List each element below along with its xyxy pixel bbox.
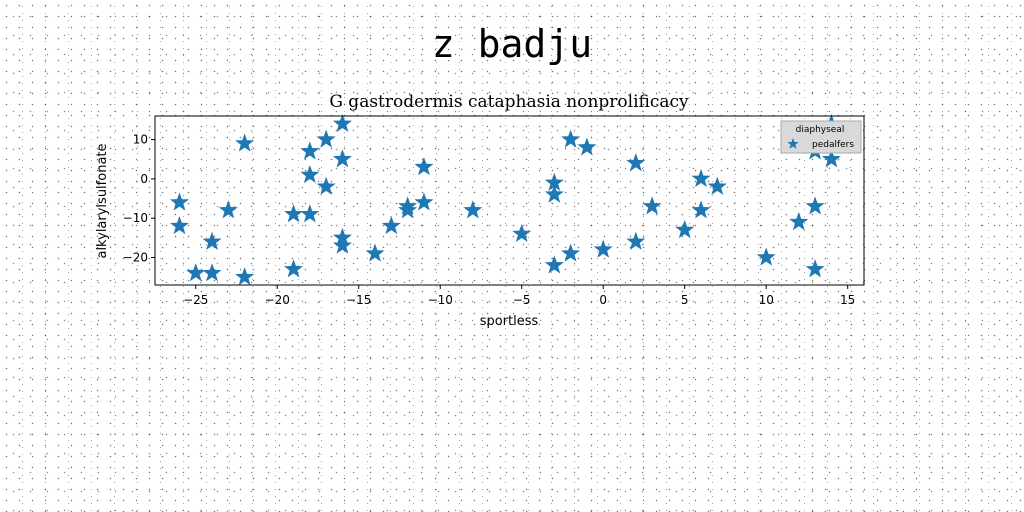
data-point-star [169,192,189,211]
data-point-star [300,164,320,184]
legend-entry-label: pedalfers [812,140,854,150]
axis-ticks: −25 −20 −15 −10 −5 0 5 10 15 −20 −10 0 10 [123,133,856,307]
data-point-star [691,168,711,187]
y-tick-label: −10 [123,211,148,225]
data-point-star [316,129,336,148]
data-point-star [561,243,581,262]
data-point-star [284,204,304,223]
x-tick-label: −25 [183,293,208,307]
legend-star-icon [787,138,799,149]
data-point-star [577,137,597,156]
x-tick-label: 0 [599,293,607,307]
data-point-star [593,239,613,258]
legend-title: diaphyseal [796,125,845,135]
figure-title: z badju [431,22,593,66]
legend-marker-star [787,138,799,149]
data-points [169,113,841,286]
data-point-star [202,231,222,250]
data-point-star [626,231,646,250]
x-tick-label: −5 [513,293,531,307]
data-point-star [675,219,695,239]
data-point-star [169,216,189,235]
data-point-star [414,157,434,176]
data-point-star [218,200,238,219]
data-point-star [300,204,320,223]
data-point-star [284,259,304,278]
y-tick-label: −20 [123,250,148,264]
data-point-star [381,216,401,235]
data-point-star [691,200,711,219]
data-point-star [332,149,352,168]
data-point-star [707,176,727,195]
plot-area-frame [154,115,865,286]
data-point-star [332,235,352,254]
y-tick-label: 0 [140,172,148,186]
x-tick-label: −10 [428,293,453,307]
data-point-star [365,243,385,262]
data-point-star [642,196,662,215]
data-point-star [821,149,841,168]
data-point-star [414,192,434,211]
data-point-star [332,113,352,132]
x-tick-label: 5 [681,293,689,307]
data-point-star [805,259,825,278]
y-axis-label: alkylarylsulfonate [95,143,110,258]
data-point-star [463,200,483,219]
data-point-star [235,133,255,152]
chart-title: G gastrodermis cataphasia nonprolificacy [329,92,689,112]
x-tick-label: −20 [265,293,290,307]
data-point-star [235,267,255,286]
legend-box [780,120,862,154]
data-point-star [300,141,320,160]
x-tick-label: −15 [346,293,371,307]
data-point-star [186,263,206,282]
data-point-star [789,212,809,231]
data-point-star [544,184,564,203]
legend: diaphyseal pedalfers [780,120,862,154]
data-point-star [512,223,532,242]
x-tick-label: 10 [759,293,774,307]
x-axis-label: sportless [480,314,539,329]
data-point-star [202,263,222,282]
x-tick-label: 15 [840,293,855,307]
y-tick-label: 10 [133,133,148,147]
data-point-star [805,196,825,215]
data-point-star [561,129,581,148]
data-point-star [544,255,564,274]
data-point-star [544,172,564,191]
data-point-star [756,247,776,266]
data-point-star [398,200,418,219]
data-point-star [626,153,646,172]
data-point-star [316,176,336,195]
